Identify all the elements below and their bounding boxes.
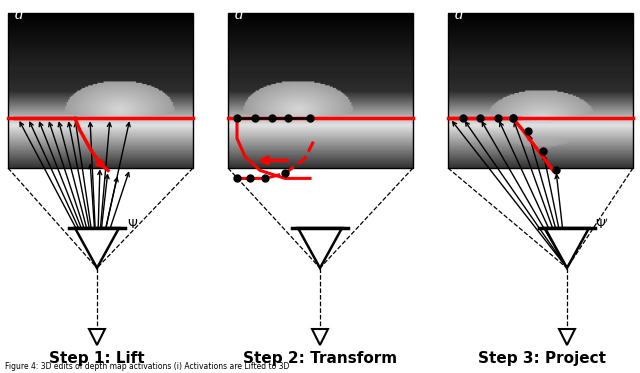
Text: Step 3: Project: Step 3: Project [478, 351, 606, 367]
Polygon shape [89, 329, 105, 345]
Text: Step 1: Lift: Step 1: Lift [49, 351, 145, 367]
Polygon shape [545, 228, 589, 268]
Polygon shape [559, 329, 575, 345]
Polygon shape [75, 228, 119, 268]
Text: Step 2: Transform: Step 2: Transform [243, 351, 397, 367]
Text: d': d' [235, 8, 248, 22]
Polygon shape [298, 228, 342, 268]
Text: d': d' [455, 8, 468, 22]
Text: Figure 4: 3D edits of depth map activations (i) Activations are Lifted to 3D: Figure 4: 3D edits of depth map activati… [5, 362, 289, 371]
Text: $\Psi'$: $\Psi'$ [595, 218, 609, 232]
Bar [448, 13, 633, 168]
Bar [228, 13, 413, 168]
Text: $\Psi$: $\Psi$ [127, 219, 138, 232]
Polygon shape [312, 329, 328, 345]
Text: d: d [15, 8, 24, 22]
Bar [8, 13, 193, 168]
